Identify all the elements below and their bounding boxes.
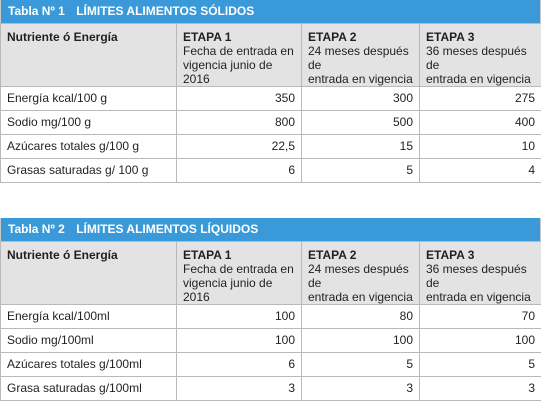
- cell-stage-3: 4: [419, 158, 541, 183]
- cell-stage-1: 100: [176, 304, 302, 329]
- table-row: Azúcares totales g/100ml 6 5 5: [0, 352, 541, 377]
- table-header-row: Nutriente ó Energía ETAPA 1 Fecha de ent…: [0, 23, 541, 87]
- table-number: Tabla Nº 2: [8, 222, 65, 236]
- stage-desc: Fecha de entrada en: [183, 44, 294, 58]
- row-label: Azúcares totales g/100 g: [0, 134, 177, 159]
- cell-stage-1: 350: [176, 86, 302, 111]
- cell-stage-3: 275: [419, 86, 541, 111]
- table-title: LÍMITES ALIMENTOS LÍQUIDOS: [76, 222, 259, 236]
- stage-desc: 24 meses después de: [308, 262, 409, 290]
- stage-desc: entrada en vigencia: [426, 290, 531, 304]
- cell-stage-1: 6: [176, 352, 302, 377]
- stage-name: ETAPA 2: [308, 30, 357, 44]
- table-title: LÍMITES ALIMENTOS SÓLIDOS: [76, 4, 255, 18]
- header-nutrient: Nutriente ó Energía: [0, 23, 177, 87]
- row-label: Grasa saturadas g/100ml: [0, 376, 177, 401]
- cell-stage-1: 800: [176, 110, 302, 135]
- table-header-row: Nutriente ó Energía ETAPA 1 Fecha de ent…: [0, 241, 541, 305]
- cell-stage-2: 80: [301, 304, 420, 329]
- stage-desc: entrada en vigencia: [308, 72, 413, 86]
- cell-stage-3: 3: [419, 376, 541, 401]
- cell-stage-1: 3: [176, 376, 302, 401]
- stage-name: ETAPA 2: [308, 248, 357, 262]
- stage-desc: vigencia junio de 2016: [183, 58, 273, 86]
- row-label: Energía kcal/100 g: [0, 86, 177, 111]
- header-stage-2: ETAPA 2 24 meses después de entrada en v…: [301, 241, 420, 305]
- row-label: Sodio mg/100ml: [0, 328, 177, 353]
- header-nutrient-label: Nutriente ó Energía: [7, 248, 118, 262]
- cell-stage-2: 500: [301, 110, 420, 135]
- header-stage-1: ETAPA 1 Fecha de entrada en vigencia jun…: [176, 241, 302, 305]
- table-title-bar: Tabla Nº 1 LÍMITES ALIMENTOS SÓLIDOS: [0, 0, 541, 23]
- stage-desc: 36 meses después de: [426, 44, 527, 72]
- stage-desc: Fecha de entrada en: [183, 262, 294, 276]
- cell-stage-3: 100: [419, 328, 541, 353]
- table-row: Energía kcal/100ml 100 80 70: [0, 304, 541, 329]
- stage-desc: 36 meses después de: [426, 262, 527, 290]
- header-stage-2: ETAPA 2 24 meses después de entrada en v…: [301, 23, 420, 87]
- cell-stage-2: 100: [301, 328, 420, 353]
- table-row: Grasas saturadas g/ 100 g 6 5 4: [0, 158, 541, 183]
- row-label: Sodio mg/100 g: [0, 110, 177, 135]
- stage-desc: 24 meses después de: [308, 44, 409, 72]
- cell-stage-1: 100: [176, 328, 302, 353]
- stage-desc: entrada en vigencia: [308, 290, 413, 304]
- table-row: Sodio mg/100 g 800 500 400: [0, 110, 541, 135]
- cell-stage-3: 400: [419, 110, 541, 135]
- cell-stage-2: 300: [301, 86, 420, 111]
- stage-name: ETAPA 1: [183, 248, 232, 262]
- stage-name: ETAPA 1: [183, 30, 232, 44]
- row-label: Grasas saturadas g/ 100 g: [0, 158, 177, 183]
- header-stage-1: ETAPA 1 Fecha de entrada en vigencia jun…: [176, 23, 302, 87]
- header-stage-3: ETAPA 3 36 meses después de entrada en v…: [419, 241, 541, 305]
- cell-stage-2: 3: [301, 376, 420, 401]
- limits-table: Nutriente ó Energía ETAPA 1 Fecha de ent…: [0, 241, 541, 401]
- stage-name: ETAPA 3: [426, 30, 475, 44]
- table-row: Azúcares totales g/100 g 22,5 15 10: [0, 134, 541, 159]
- table-row: Energía kcal/100 g 350 300 275: [0, 86, 541, 111]
- solid-foods-limits-table: Tabla Nº 1 LÍMITES ALIMENTOS SÓLIDOS Nut…: [0, 0, 541, 183]
- cell-stage-2: 5: [301, 158, 420, 183]
- header-nutrient-label: Nutriente ó Energía: [7, 30, 118, 44]
- cell-stage-3: 70: [419, 304, 541, 329]
- cell-stage-2: 5: [301, 352, 420, 377]
- cell-stage-1: 6: [176, 158, 302, 183]
- stage-desc: vigencia junio de 2016: [183, 276, 273, 304]
- cell-stage-2: 15: [301, 134, 420, 159]
- limits-table: Nutriente ó Energía ETAPA 1 Fecha de ent…: [0, 23, 541, 183]
- table-row: Grasa saturadas g/100ml 3 3 3: [0, 376, 541, 401]
- liquid-foods-limits-table: Tabla Nº 2 LÍMITES ALIMENTOS LÍQUIDOS Nu…: [0, 218, 541, 401]
- table-number: Tabla Nº 1: [8, 4, 65, 18]
- row-label: Energía kcal/100ml: [0, 304, 177, 329]
- table-title-bar: Tabla Nº 2 LÍMITES ALIMENTOS LÍQUIDOS: [0, 218, 541, 241]
- header-nutrient: Nutriente ó Energía: [0, 241, 177, 305]
- stage-name: ETAPA 3: [426, 248, 475, 262]
- header-stage-3: ETAPA 3 36 meses después de entrada en v…: [419, 23, 541, 87]
- row-label: Azúcares totales g/100ml: [0, 352, 177, 377]
- cell-stage-3: 5: [419, 352, 541, 377]
- cell-stage-1: 22,5: [176, 134, 302, 159]
- cell-stage-3: 10: [419, 134, 541, 159]
- table-row: Sodio mg/100ml 100 100 100: [0, 328, 541, 353]
- stage-desc: entrada en vigencia: [426, 72, 531, 86]
